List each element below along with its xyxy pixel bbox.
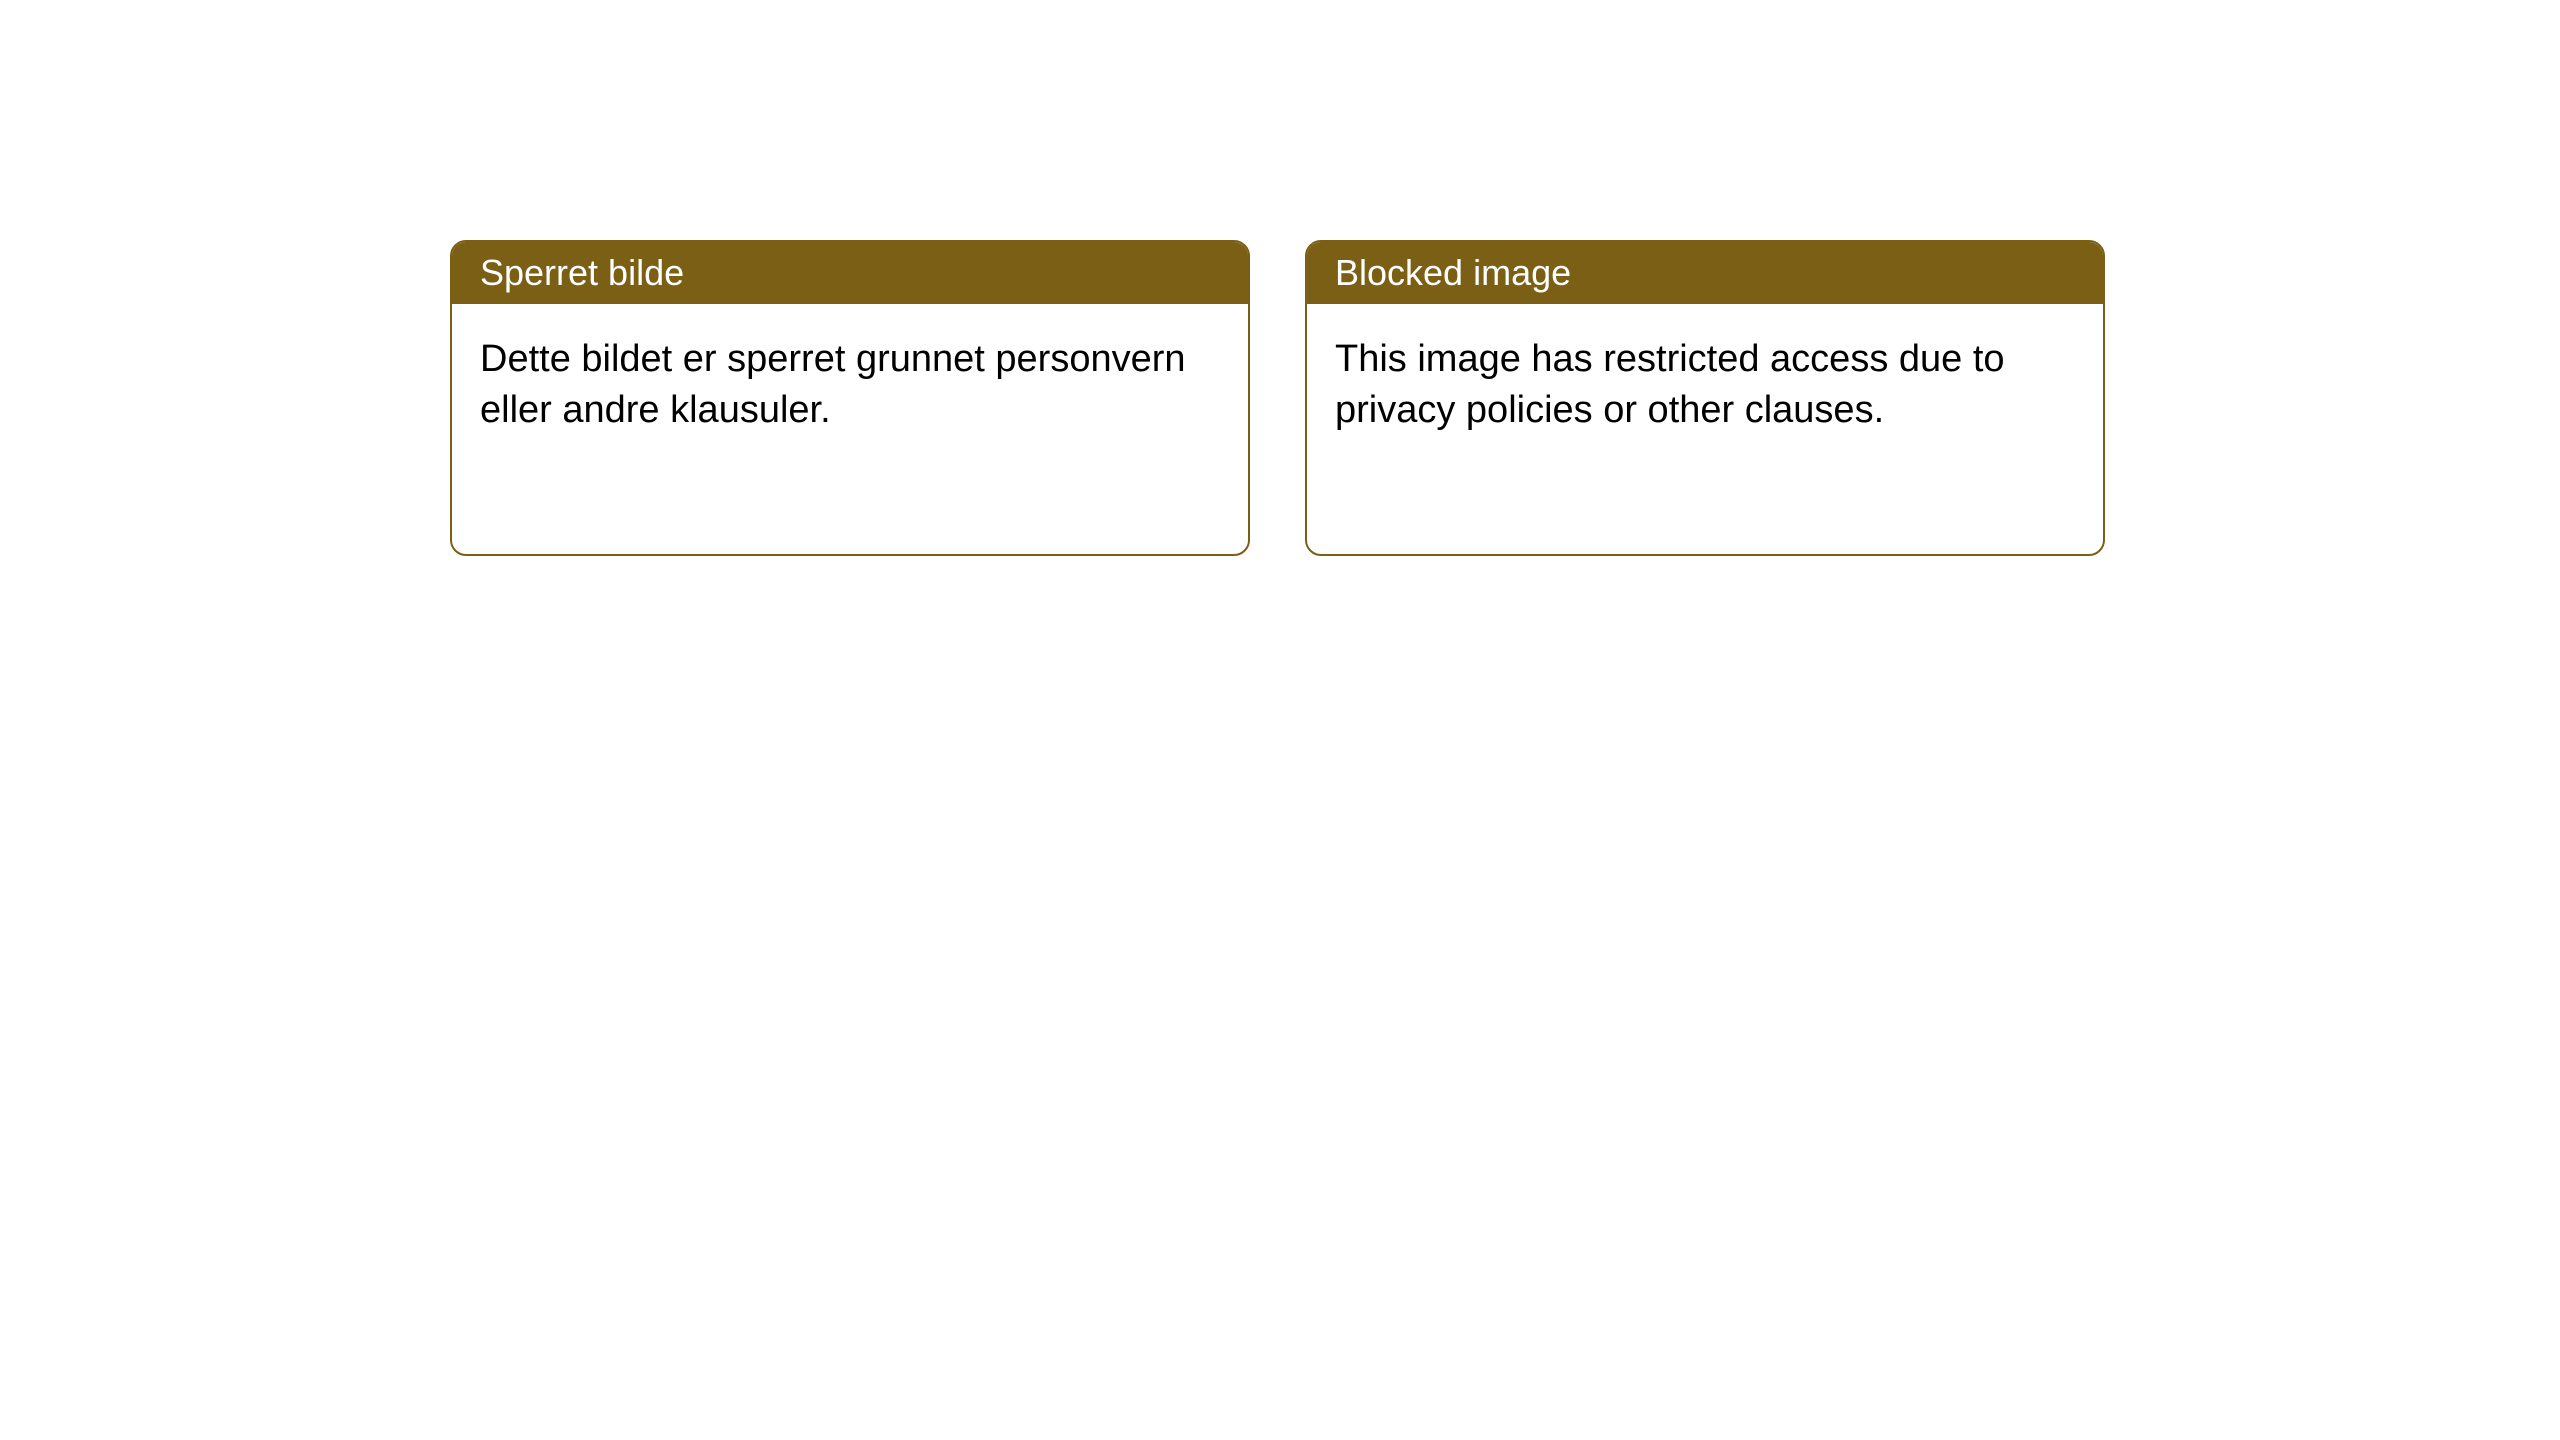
blocked-image-panel-en: Blocked image This image has restricted … bbox=[1305, 240, 2105, 556]
panel-header-no: Sperret bilde bbox=[452, 242, 1248, 304]
panel-body-en: This image has restricted access due to … bbox=[1307, 304, 2103, 554]
panel-body-text-no: Dette bildet er sperret grunnet personve… bbox=[480, 338, 1186, 431]
panel-header-en: Blocked image bbox=[1307, 242, 2103, 304]
panel-title-en: Blocked image bbox=[1335, 252, 1571, 293]
panel-body-text-en: This image has restricted access due to … bbox=[1335, 338, 2005, 431]
panel-title-no: Sperret bilde bbox=[480, 252, 684, 293]
blocked-image-panel-no: Sperret bilde Dette bildet er sperret gr… bbox=[450, 240, 1250, 556]
notice-container: Sperret bilde Dette bildet er sperret gr… bbox=[450, 240, 2105, 556]
panel-body-no: Dette bildet er sperret grunnet personve… bbox=[452, 304, 1248, 554]
